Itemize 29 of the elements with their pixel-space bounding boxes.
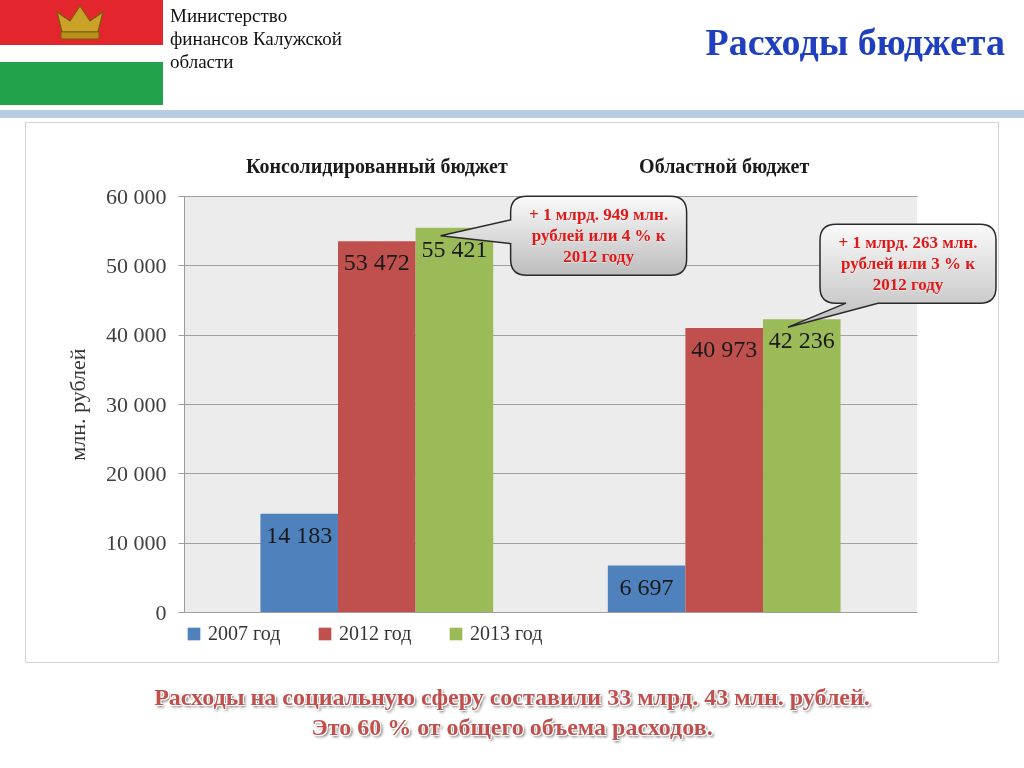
annotation: + 1 млрд. 263 млн. рублей или 3 % к 2012 году — [837, 232, 979, 296]
legend-label: 2007 год — [208, 622, 281, 645]
data-label: 55 421 — [421, 235, 488, 262]
text: Министерство финансов Калужской области — [170, 4, 343, 73]
data-label: 42 236 — [768, 327, 835, 354]
y-tick-label: 50 000 — [106, 252, 167, 278]
y-tick-label: 40 000 — [106, 322, 167, 348]
legend-label: 2012 год — [339, 622, 412, 645]
legend-label: 2013 год — [470, 622, 543, 645]
y-tick-label: 30 000 — [106, 391, 167, 417]
x-tick-label: Областной бюджет — [639, 154, 810, 177]
bar — [685, 327, 763, 612]
text: Это 60 % от общего объема расходов. — [310, 713, 714, 742]
text: Расходы на социальную сферу составили 33 млрд. 43 млн. рублей. — [153, 683, 871, 712]
bar — [415, 227, 494, 612]
y-axis-title: млн. рублей — [65, 348, 90, 461]
x-tick-label: Консолидированный бюджет — [245, 154, 508, 178]
y-tick-label: 60 000 — [106, 183, 167, 209]
y-tick-label: 20 000 — [106, 460, 167, 486]
bar — [260, 513, 339, 612]
data-label: 40 973 — [691, 335, 758, 362]
annotation: + 1 млрд. 949 млн. рублей или 4 % к 2012 году — [528, 204, 670, 268]
data-label: 53 472 — [343, 249, 410, 276]
y-tick-label: 10 000 — [106, 530, 167, 556]
bar — [338, 241, 416, 612]
y-tick-label: 0 — [155, 599, 167, 625]
chart-title: Расходы бюджета — [705, 20, 1005, 64]
data-label: 6 697 — [619, 573, 674, 600]
data-label: 14 183 — [266, 521, 333, 548]
